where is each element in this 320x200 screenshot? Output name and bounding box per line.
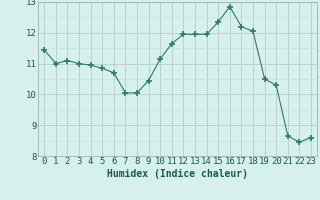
X-axis label: Humidex (Indice chaleur): Humidex (Indice chaleur)	[107, 169, 248, 179]
